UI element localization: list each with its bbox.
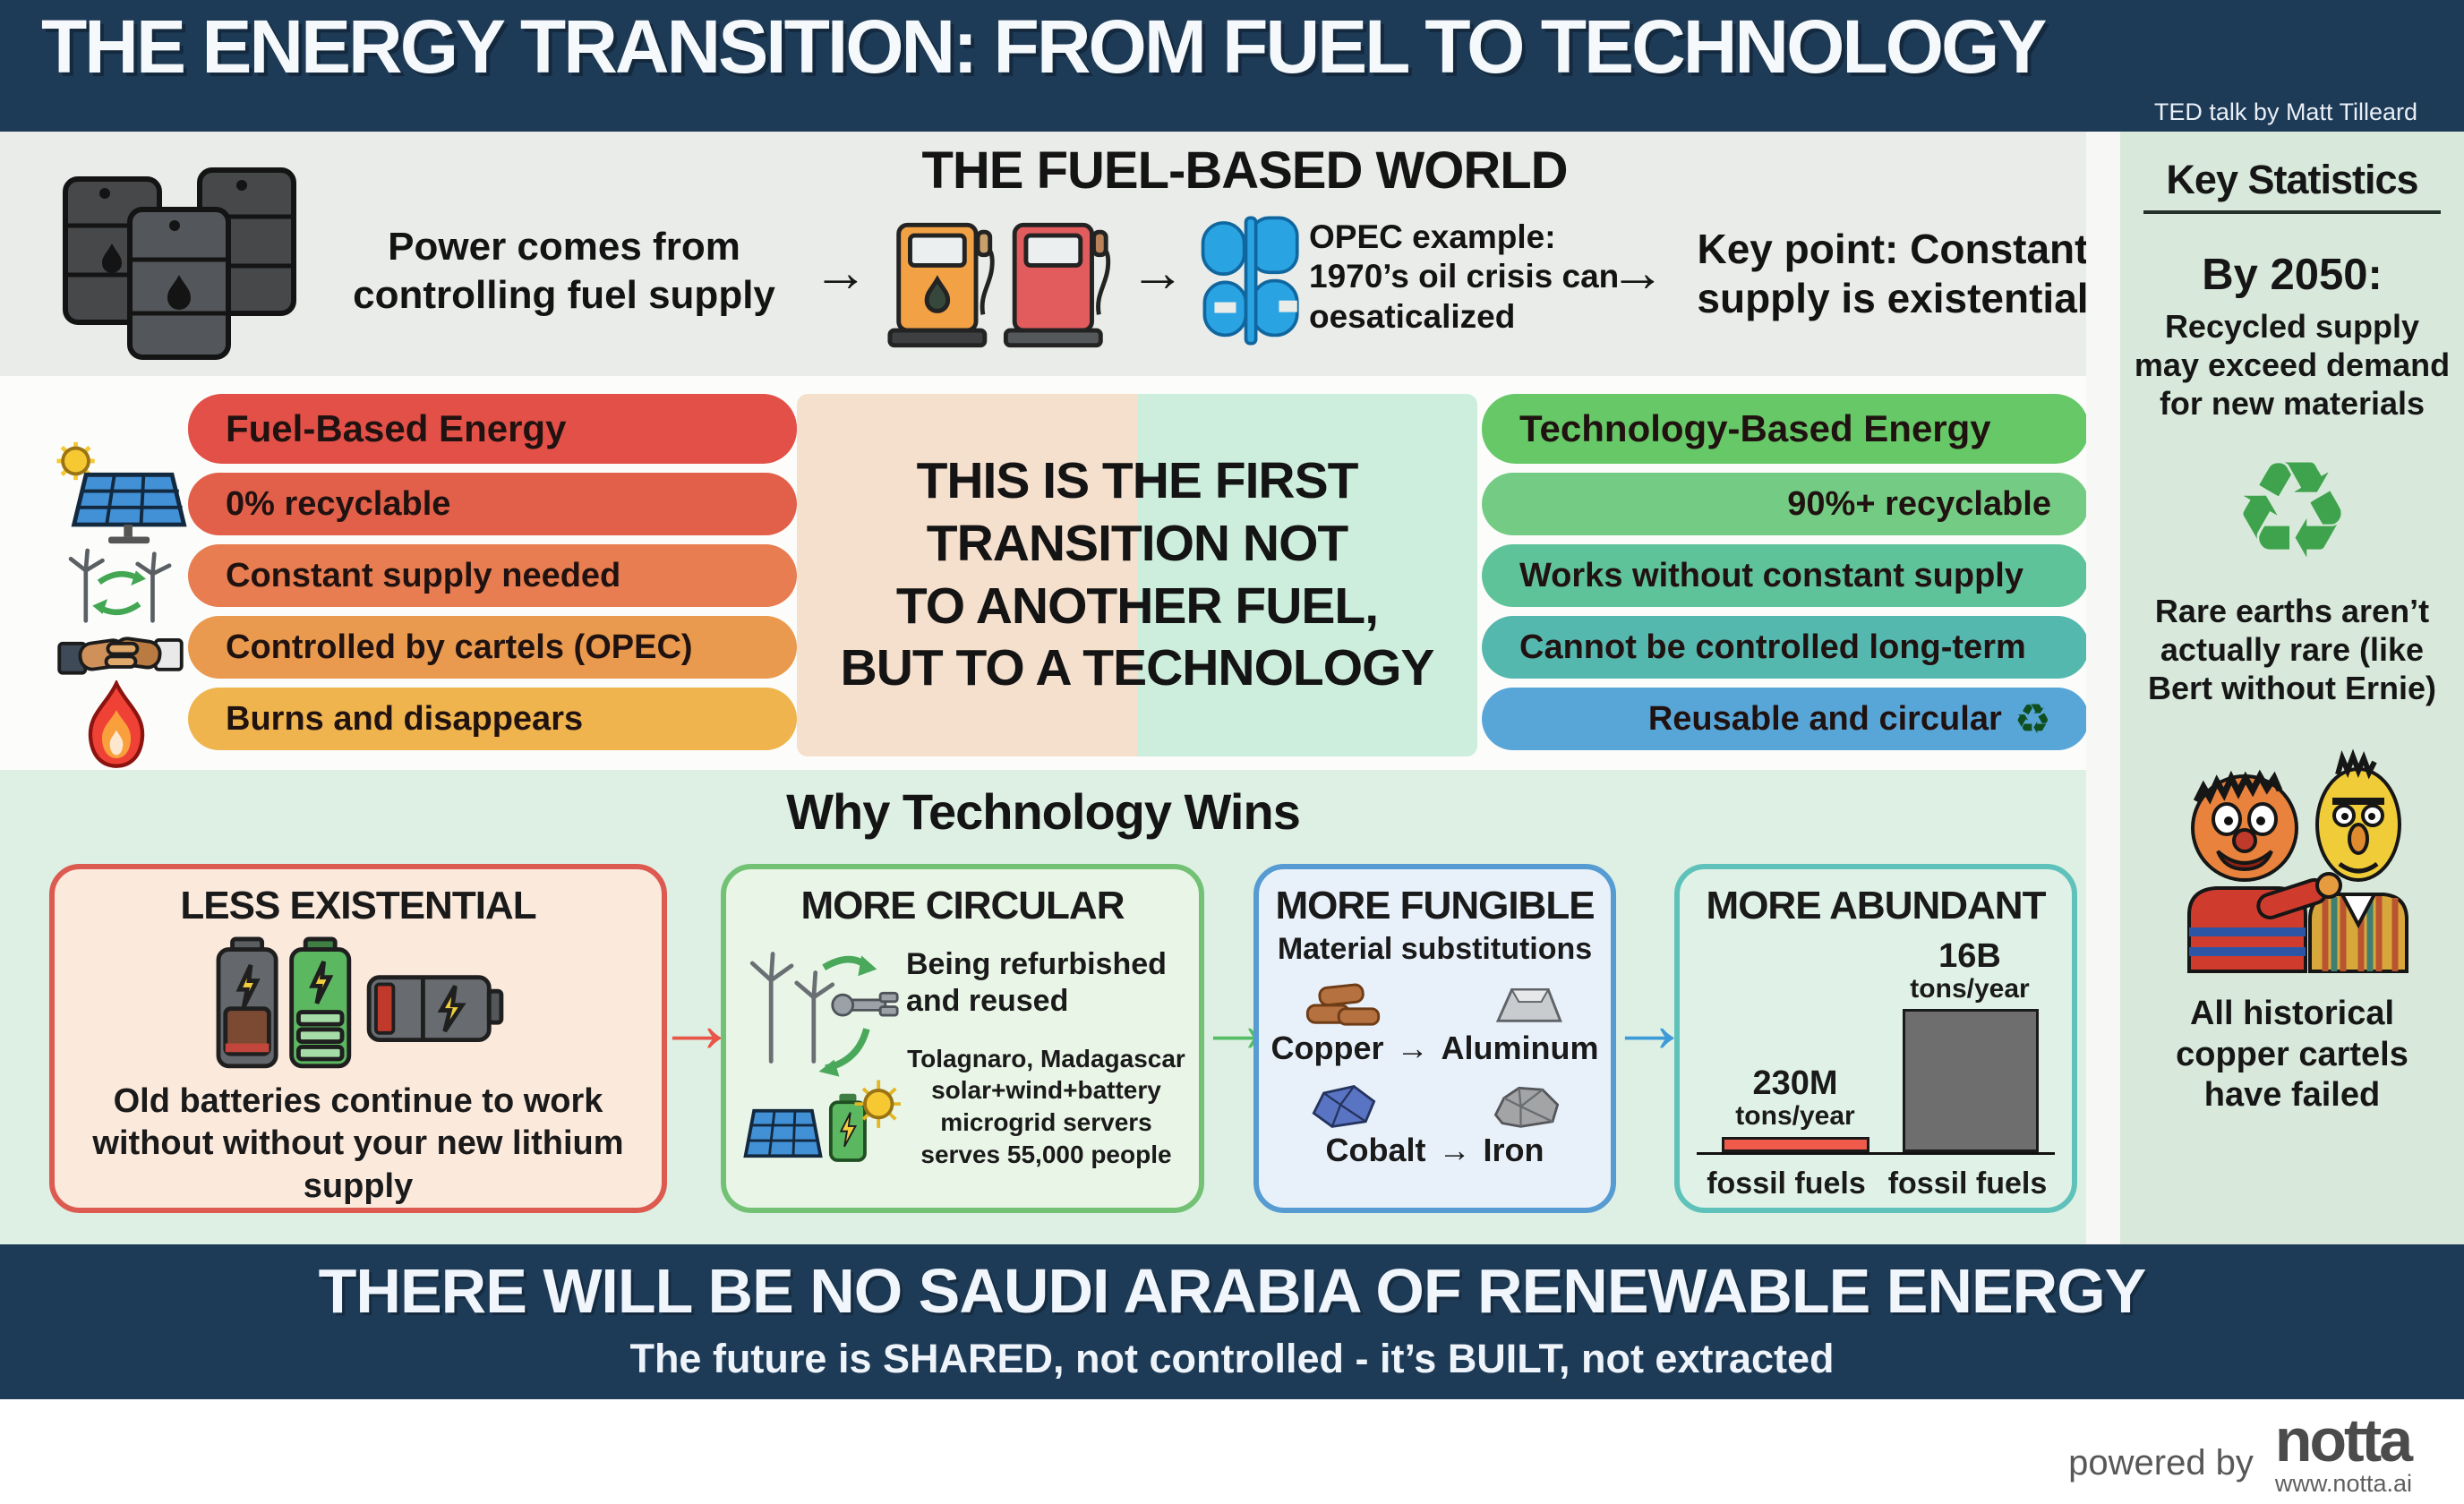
flow-arrow-icon: → [813, 242, 868, 303]
card-body: Old batteries continue to work without w… [92, 1081, 624, 1205]
oil-barrels-icon [63, 167, 296, 360]
fuel-world-keypoint: Key point: Constant supply is existentia… [1697, 226, 2089, 322]
bar-category: fossil fuels [1887, 1166, 2048, 1201]
tech-header-pill: Technology-Based Energy [1482, 394, 2089, 464]
statement-line: TRANSITION NOT [926, 514, 1348, 572]
opec-logo-icon [1201, 216, 1299, 346]
bar-category: fossil fuels [1707, 1166, 1866, 1201]
why-technology-wins-section: Why Technology Wins LESS EXISTENTIAL [0, 770, 2086, 1244]
card-title: LESS EXISTENTIAL [180, 884, 536, 927]
flame-icon [88, 680, 145, 768]
panel-left-half [797, 394, 1137, 756]
fuel-header-pill: Fuel-Based Energy [188, 394, 797, 464]
powered-by-label: powered by [2068, 1443, 2254, 1483]
bar-fossil [1903, 1009, 2039, 1152]
tech-row-label: Reusable and circular [1647, 699, 2002, 738]
tech-row-pill: Works without constant supply [1482, 544, 2089, 607]
header-bar: THE ENERGY TRANSITION: FROM FUEL TO TECH… [0, 0, 2464, 132]
sidebar-divider [2143, 210, 2441, 214]
opec-caption: OPEC example: 1970’s oil crisis can oesa… [1309, 218, 1620, 335]
panel-right-half [1137, 394, 1477, 756]
fuel-world-step-1: Power comes from controlling fuel supply [353, 225, 775, 317]
notta-logo: notta [2274, 1406, 2413, 1474]
card-subtitle: Material substitutions [1277, 932, 1593, 966]
fuel-row-pill: 0% recyclable [188, 473, 797, 535]
footer-brand-block: powered by notta www.notta.ai [2068, 1406, 2413, 1498]
chart-baseline [1697, 1152, 2055, 1155]
bar-value: 16B [1938, 936, 2001, 975]
arrow-icon: → [1396, 1030, 1429, 1066]
banner-headline: THERE WILL BE NO SAUDI ARABIA OF RENEWAB… [318, 1256, 2147, 1326]
bert-and-ernie-illustration [2187, 748, 2408, 974]
bottom-banner: THERE WILL BE NO SAUDI ARABIA OF RENEWAB… [0, 1244, 2464, 1399]
fuel-world-title: THE FUEL-BASED WORLD [921, 141, 1568, 200]
wind-recycle-icon [68, 548, 172, 623]
tech-row-pill: 90%+ recyclable [1482, 473, 2089, 535]
key-statistics-sidebar: Key Statistics By 2050: Recycled supply … [2120, 132, 2464, 1244]
notta-url: www.notta.ai [2274, 1470, 2412, 1498]
banner-subline: The future is SHARED, not controlled - i… [629, 1336, 1835, 1381]
substitution-to: Iron [1483, 1132, 1544, 1168]
card-more-circular: MORE CIRCULAR [721, 864, 1204, 1213]
tech-row-pill: Reusable and circular ♻ [1482, 688, 2089, 750]
stat-body: Recycled supply may exceed demand for ne… [2134, 308, 2451, 423]
flow-arrow-icon: → [1610, 242, 1665, 303]
cobalt-rock-icon [1312, 1084, 1375, 1128]
recycle-icon: ♻ [2231, 434, 2353, 585]
substitution-to: Aluminum [1441, 1030, 1599, 1066]
fuel-world-section: THE FUEL-BASED WORLD Power comes from co… [0, 132, 2089, 376]
arrow-icon: → [1438, 1132, 1471, 1168]
transition-statement: THIS IS THE FIRST TRANSITION NOT TO ANOT… [797, 394, 1477, 756]
why-section-title: Why Technology Wins [786, 783, 1301, 840]
card-more-abundant: MORE ABUNDANT 230M tons/year 16B tons/ye… [1674, 864, 2077, 1213]
statement-line: THIS IS THE FIRST [916, 452, 1359, 510]
fuel-row-pill: Constant supply needed [188, 544, 797, 607]
bar-minerals [1722, 1137, 1869, 1152]
stat-body: Rare earths aren’t actually rare (like B… [2148, 592, 2436, 706]
card-title: MORE FUNGIBLE [1275, 884, 1595, 927]
gas-pumps-icon [887, 222, 1111, 348]
copper-ingot-icon [1305, 983, 1380, 1026]
stat-heading: By 2050: [2202, 251, 2383, 299]
stat-body: All historical copper cartels have faile… [2176, 995, 2408, 1115]
aluminum-ingot-icon [1495, 988, 1562, 1022]
bar-label: 230M tons/year [1701, 1064, 1889, 1131]
solar-sun-icon [56, 441, 187, 544]
bar-unit: tons/year [1910, 973, 2030, 1004]
page-title: THE ENERGY TRANSITION: FROM FUEL TO TECH… [41, 4, 2047, 89]
batteries-icon [216, 936, 504, 1069]
iron-rock-icon [1493, 1086, 1559, 1128]
card-point: Being refurbished and reused [905, 947, 1167, 1018]
bar-label: 16B tons/year [1889, 936, 2050, 1004]
card-example: Tolagnaro, Madagascar solar+wind+battery… [907, 1044, 1185, 1169]
statement-line: BUT TO A TECHNOLOGY [840, 639, 1435, 697]
statement-line: TO ANOTHER FUEL, [895, 577, 1379, 635]
card-title: MORE ABUNDANT [1706, 884, 2047, 927]
recycle-icon: ♻ [2014, 696, 2051, 742]
card-title: MORE CIRCULAR [800, 884, 1125, 927]
substitution-from: Copper [1270, 1030, 1384, 1066]
handshake-icon [57, 637, 184, 675]
fuel-row-pill: Controlled by cartels (OPEC) [188, 616, 797, 679]
card-less-existential: LESS EXISTENTIAL [49, 864, 667, 1213]
footer: powered by notta www.notta.ai [0, 1399, 2464, 1504]
bar-value: 230M [1752, 1064, 1838, 1102]
fuel-row-pill: Burns and disappears [188, 688, 797, 750]
tech-row-pill: Cannot be controlled long-term [1482, 616, 2089, 679]
substitution-from: Cobalt [1325, 1132, 1426, 1168]
turbine-solar-battery-icon [743, 952, 901, 1162]
comparison-section: Fuel-Based Energy 0% recyclable Constant… [0, 376, 2089, 770]
sidebar-gutter [2086, 132, 2120, 1244]
sidebar-title: Key Statistics [2166, 157, 2418, 202]
flow-arrow-icon: → [1130, 242, 1185, 303]
credit-line: TED talk by Matt Tilleard [2153, 98, 2417, 125]
card-more-fungible: MORE FUNGIBLE Material substitutions Cop… [1253, 864, 1616, 1213]
transition-statement-panel: THIS IS THE FIRST TRANSITION NOT TO ANOT… [797, 394, 1477, 756]
abundance-bar-chart: 230M tons/year 16B tons/year fossil fuel… [1697, 930, 2055, 1203]
bar-unit: tons/year [1735, 1100, 1855, 1131]
